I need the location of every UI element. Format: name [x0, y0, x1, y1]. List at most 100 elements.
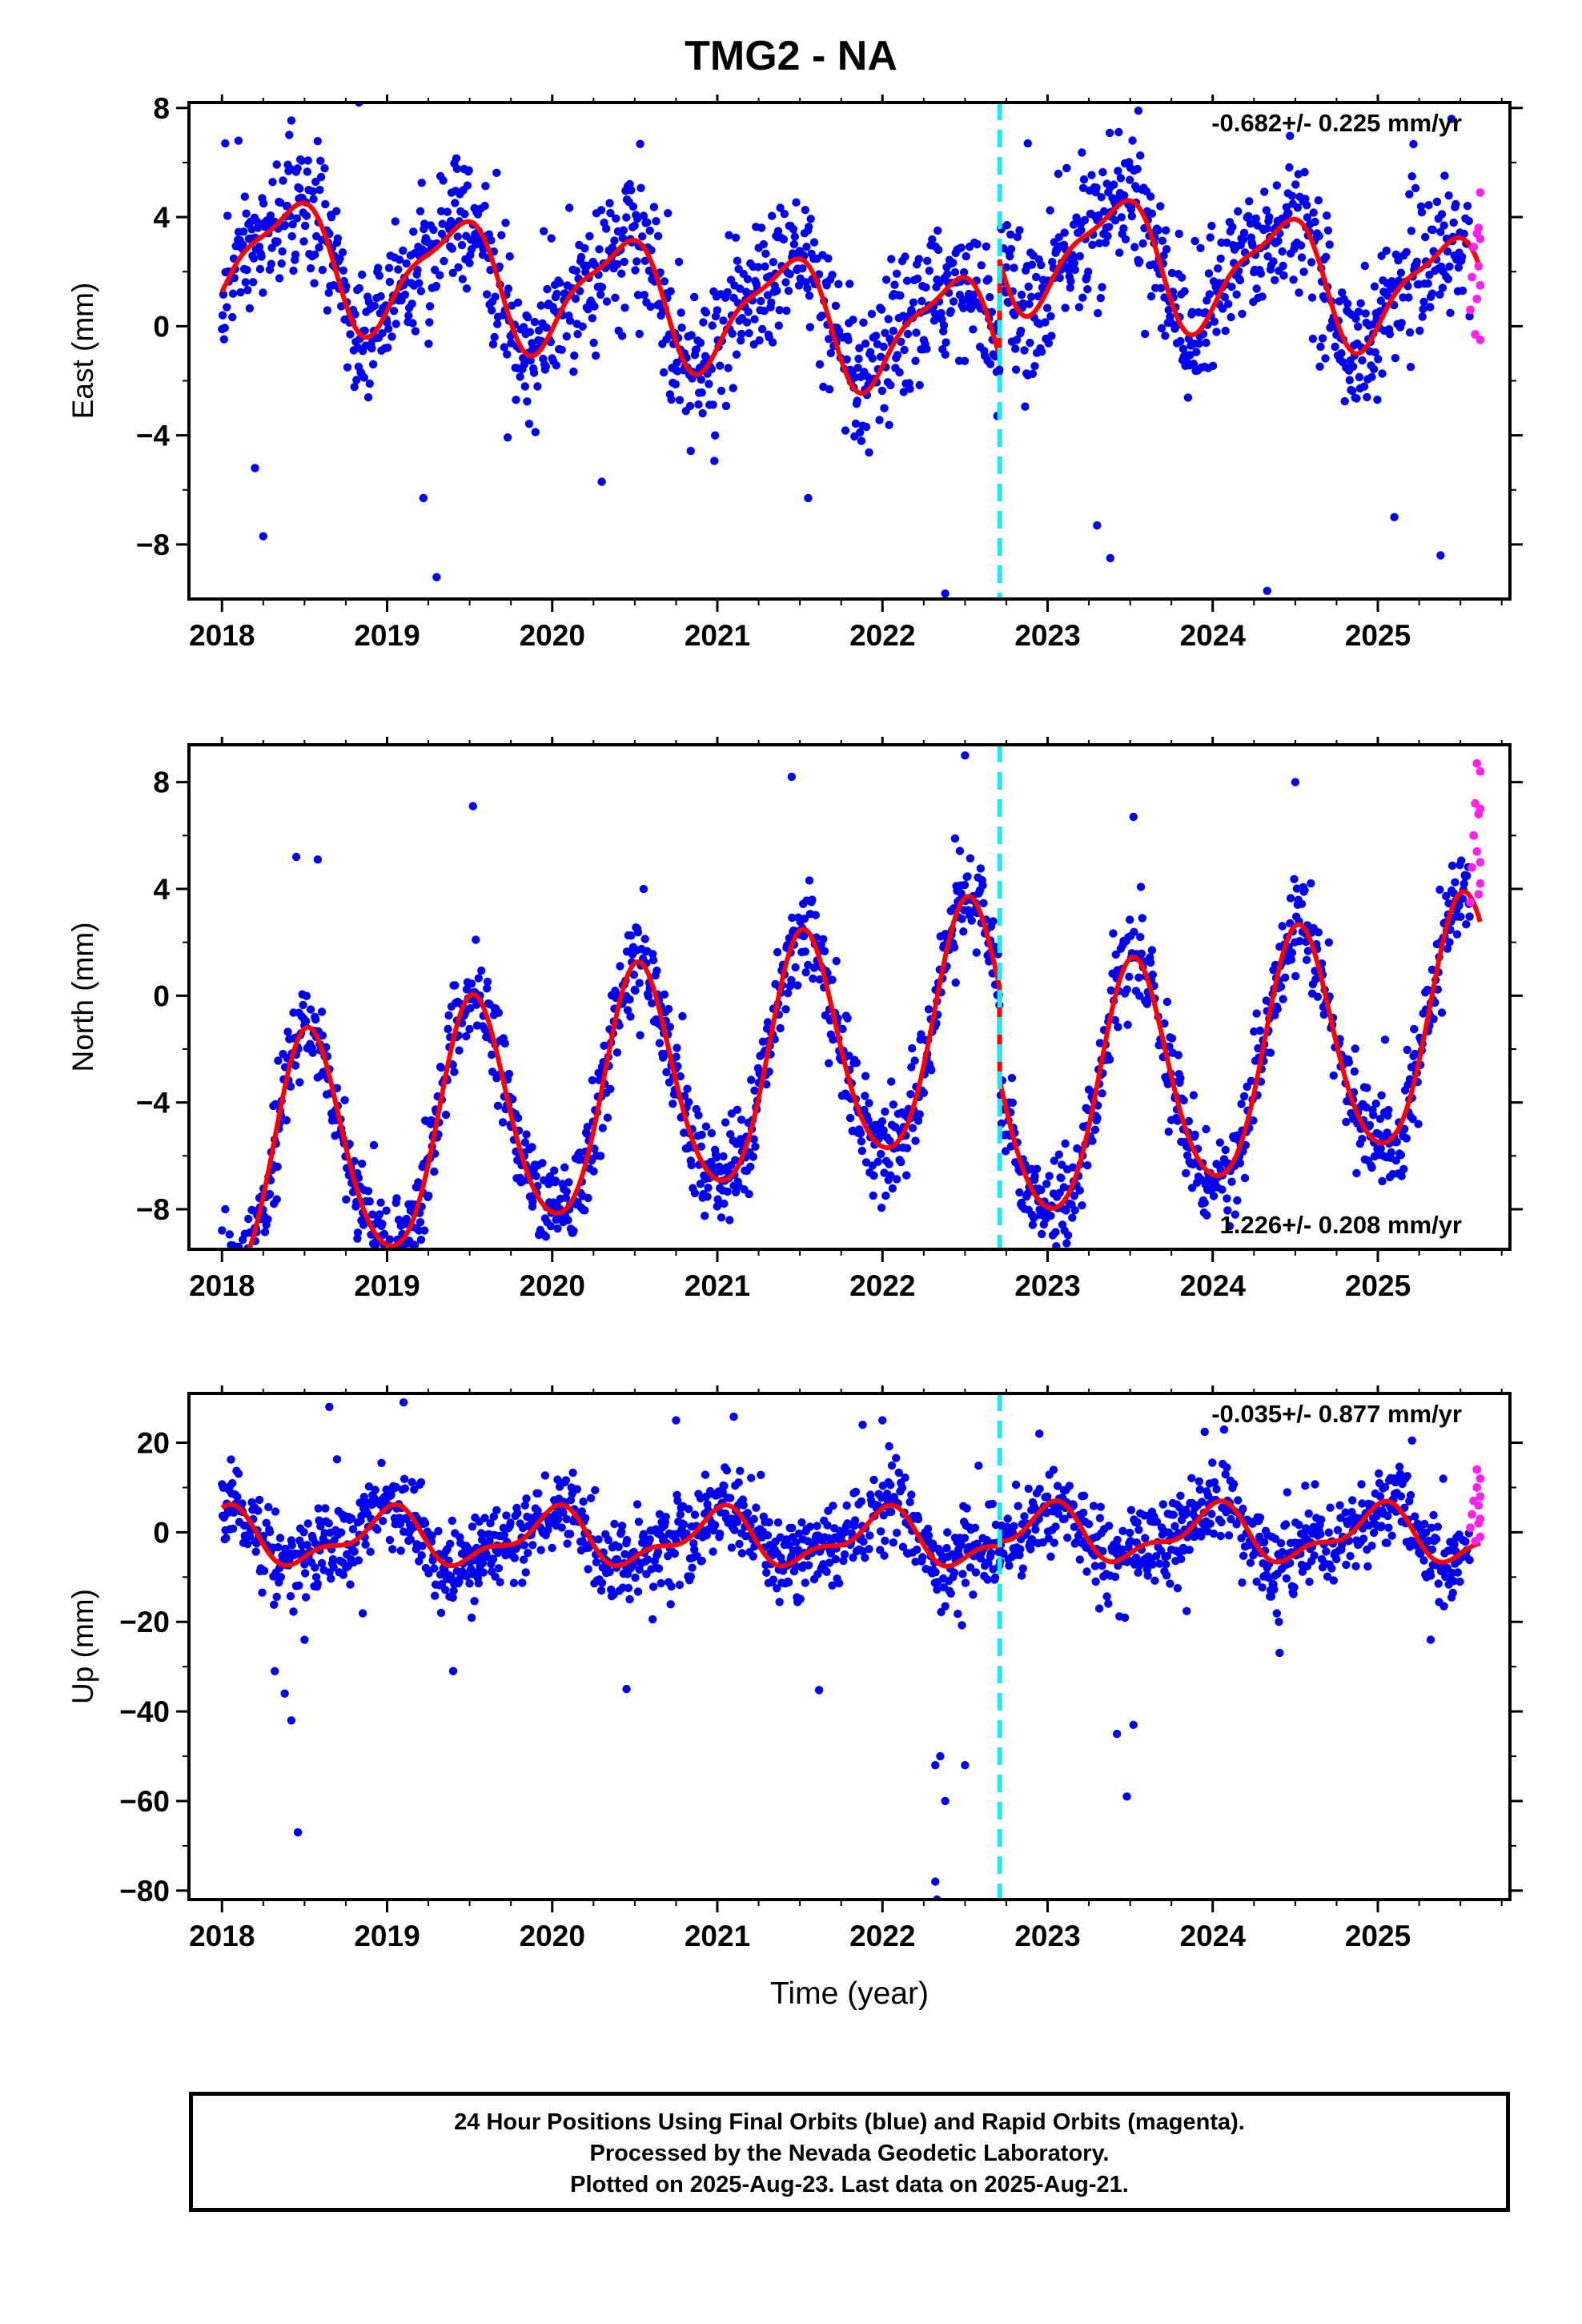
data-point: [1120, 1613, 1130, 1622]
data-point: [915, 380, 924, 390]
data-point: [239, 227, 248, 236]
data-point: [1411, 183, 1420, 193]
data-point: [750, 1086, 759, 1096]
data-point: [1409, 139, 1418, 149]
data-point: [258, 1265, 266, 1273]
data-point: [1010, 263, 1018, 272]
data-point: [350, 1547, 359, 1556]
data-point: [718, 1488, 727, 1497]
data-point: [516, 372, 524, 381]
data-point: [616, 962, 624, 971]
data-point: [540, 1471, 550, 1480]
data-point: [892, 1528, 901, 1538]
data-point: [534, 1489, 543, 1498]
data-point: [416, 1218, 425, 1227]
data-point: [225, 1230, 234, 1239]
data-point: [1118, 1526, 1127, 1536]
data-point: [763, 1531, 773, 1540]
data-point: [467, 979, 476, 988]
data-point: [726, 1494, 735, 1502]
data-point: [448, 1593, 457, 1602]
outlier-point: [1291, 778, 1300, 786]
data-point: [1308, 334, 1318, 344]
data-point: [1105, 1055, 1114, 1064]
data-point: [1301, 1482, 1310, 1490]
data-point: [379, 1517, 387, 1526]
data-point: [376, 292, 385, 301]
data-point: [546, 1221, 556, 1231]
data-point: [871, 332, 881, 340]
data-point: [800, 915, 809, 923]
data-point: [843, 1014, 852, 1023]
data-point: [685, 1098, 693, 1107]
data-point: [627, 186, 636, 195]
data-point: [243, 265, 251, 275]
data-point: [712, 1153, 721, 1162]
data-point: [367, 344, 376, 353]
data-point: [417, 179, 426, 187]
data-point: [849, 1553, 857, 1562]
data-point: [1051, 1228, 1060, 1236]
data-point: [228, 312, 237, 322]
data-point: [849, 316, 857, 324]
data-point: [460, 210, 469, 219]
outlier-point: [528, 1202, 537, 1211]
data-point: [819, 935, 828, 944]
data-point: [946, 307, 955, 316]
data-point: [881, 1536, 889, 1546]
data-point: [1462, 920, 1471, 929]
data-point: [427, 1116, 436, 1125]
data-point: [809, 963, 819, 972]
data-point: [950, 834, 960, 843]
data-point: [295, 1078, 304, 1087]
data-point: [474, 974, 483, 983]
data-point: [840, 1550, 849, 1559]
data-point: [1146, 958, 1155, 967]
data-point: [805, 292, 814, 300]
data-point: [530, 317, 540, 327]
data-point: [333, 234, 343, 243]
data-point: [911, 356, 920, 365]
data-point: [713, 1195, 722, 1204]
data-point: [809, 238, 819, 247]
data-point: [489, 1512, 498, 1522]
data-point: [783, 989, 793, 998]
data-point: [1244, 211, 1253, 221]
data-point: [602, 224, 611, 233]
data-point: [275, 198, 285, 207]
data-point: [1289, 275, 1298, 284]
data-point: [551, 1176, 560, 1185]
data-point: [869, 1171, 878, 1180]
data-point: [1208, 361, 1218, 370]
data-point: [318, 1031, 327, 1040]
data-point: [310, 279, 319, 287]
x-tick-label: 2025: [1345, 1269, 1411, 1302]
data-point: [275, 274, 284, 283]
data-point: [443, 207, 452, 216]
data-point: [969, 325, 978, 334]
data-point: [1318, 334, 1327, 343]
data-point: [565, 1530, 575, 1538]
data-point: [1363, 1562, 1372, 1571]
data-point: [1079, 175, 1089, 184]
data-point: [625, 995, 634, 1004]
data-point: [468, 1522, 477, 1531]
data-point: [954, 1610, 962, 1618]
data-point: [480, 201, 489, 211]
data-point: [701, 1122, 711, 1131]
data-point: [239, 240, 247, 249]
data-point: [1089, 1502, 1098, 1510]
data-point: [1032, 1164, 1042, 1173]
data-point: [697, 1142, 705, 1151]
data-point: [627, 931, 636, 940]
data-point: [858, 1547, 867, 1556]
data-point: [653, 231, 663, 240]
data-point: [1407, 227, 1416, 235]
data-point: [604, 1535, 612, 1545]
data-point: [414, 1178, 423, 1187]
data-point: [509, 1578, 519, 1587]
data-point: [513, 298, 523, 307]
data-point: [1397, 1172, 1406, 1180]
data-point: [709, 400, 717, 409]
data-point: [440, 256, 448, 266]
